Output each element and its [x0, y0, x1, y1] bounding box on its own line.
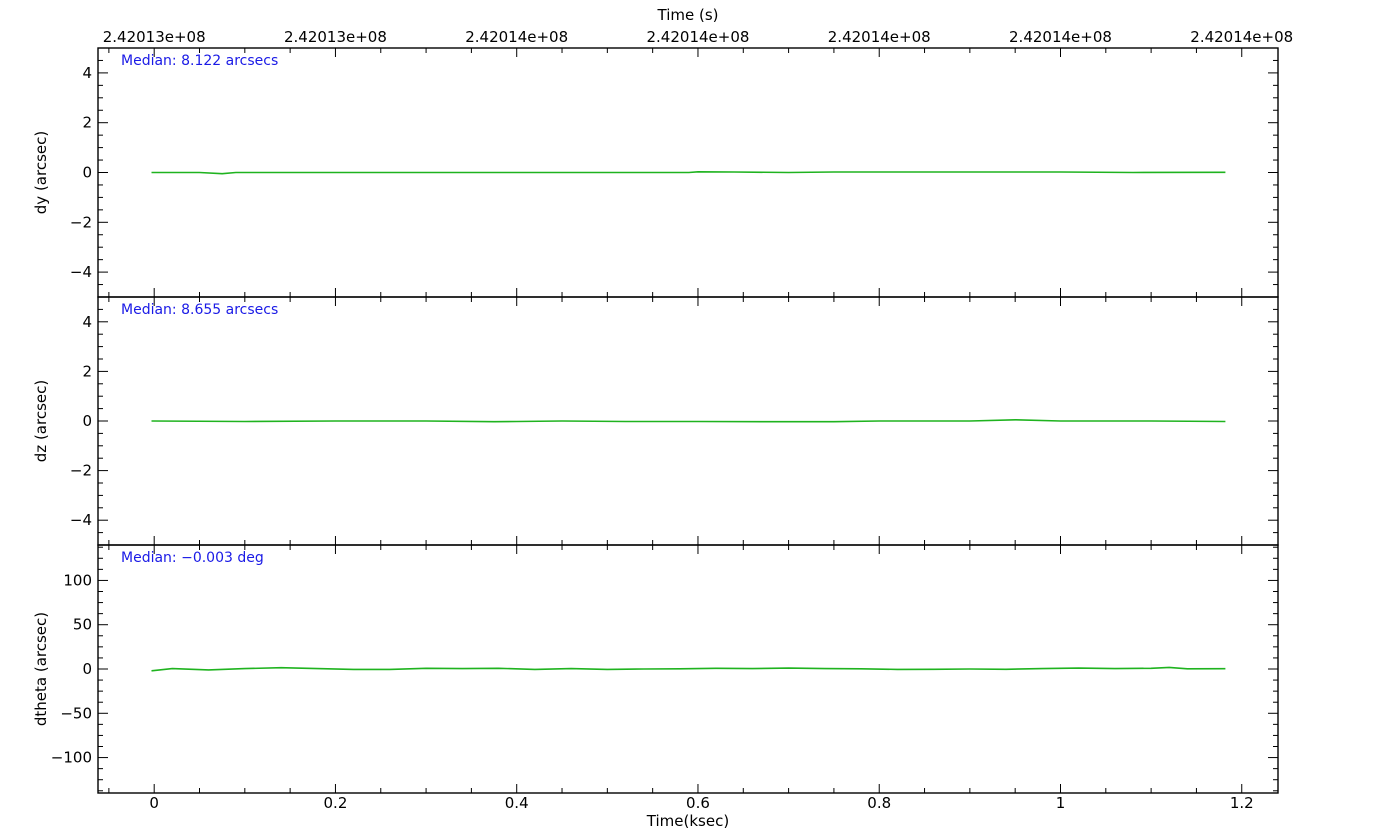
x-tick-label: 0: [149, 794, 159, 812]
median-annotation-3: Median: −0.003 deg: [121, 550, 264, 566]
axis-labels: −4 −2 0 2 4 dy (arcsec) Median: 8.122 arcsecs −…: [32, 28, 1293, 812]
x-tick-label: 0.4: [505, 794, 529, 812]
y-axis-title-3: dtheta (arcsec): [32, 612, 50, 726]
y-axis-title-2: dz (arcsec): [32, 380, 50, 462]
top-tick-label: 2.42014e+08: [647, 28, 750, 46]
axis-ticks: [98, 47, 1278, 793]
y-tick-label: −4: [70, 263, 92, 281]
series-line-3: [151, 666, 1226, 672]
x-tick-label: 1.2: [1230, 794, 1254, 812]
series-line-1: [151, 170, 1226, 175]
top-tick-label: 2.42014e+08: [1190, 28, 1293, 46]
top-tick-label: 2.42014e+08: [1009, 28, 1112, 46]
y-tick-label: 0: [82, 412, 92, 430]
series-line-2: [151, 418, 1226, 423]
y-tick-label: 2: [82, 362, 92, 380]
y-tick-label: −50: [60, 704, 92, 722]
series-lines: [151, 170, 1226, 672]
top-tick-label: 2.42013e+08: [103, 28, 206, 46]
y-axis-title-1: dy (arcsec): [32, 131, 50, 214]
y-tick-label: −100: [51, 749, 92, 767]
top-tick-label: 2.42014e+08: [465, 28, 568, 46]
top-tick-label: 2.42013e+08: [284, 28, 387, 46]
y-tick-label: 4: [82, 64, 92, 82]
median-annotation-2: Median: 8.655 arcsecs: [121, 302, 278, 318]
median-annotation-1: Median: 8.122 arcsecs: [121, 53, 278, 69]
x-tick-label: 1: [1056, 794, 1066, 812]
x-tick-label: 0.8: [867, 794, 891, 812]
y-tick-label: 0: [82, 164, 92, 182]
y-tick-label: −4: [70, 511, 92, 529]
bottom-axis-title: Time(ksec): [646, 812, 729, 830]
y-tick-label: 0: [82, 660, 92, 678]
y-tick-label: 50: [73, 616, 92, 634]
y-tick-label: −2: [70, 462, 92, 480]
top-tick-label: 2.42014e+08: [828, 28, 931, 46]
y-tick-label: 100: [63, 571, 92, 589]
x-tick-label: 0.6: [686, 794, 710, 812]
y-tick-label: 2: [82, 114, 92, 132]
y-tick-label: 4: [82, 313, 92, 331]
top-axis-title: Time (s): [657, 6, 719, 24]
x-tick-label: 0.2: [324, 794, 348, 812]
y-tick-label: −2: [70, 213, 92, 231]
